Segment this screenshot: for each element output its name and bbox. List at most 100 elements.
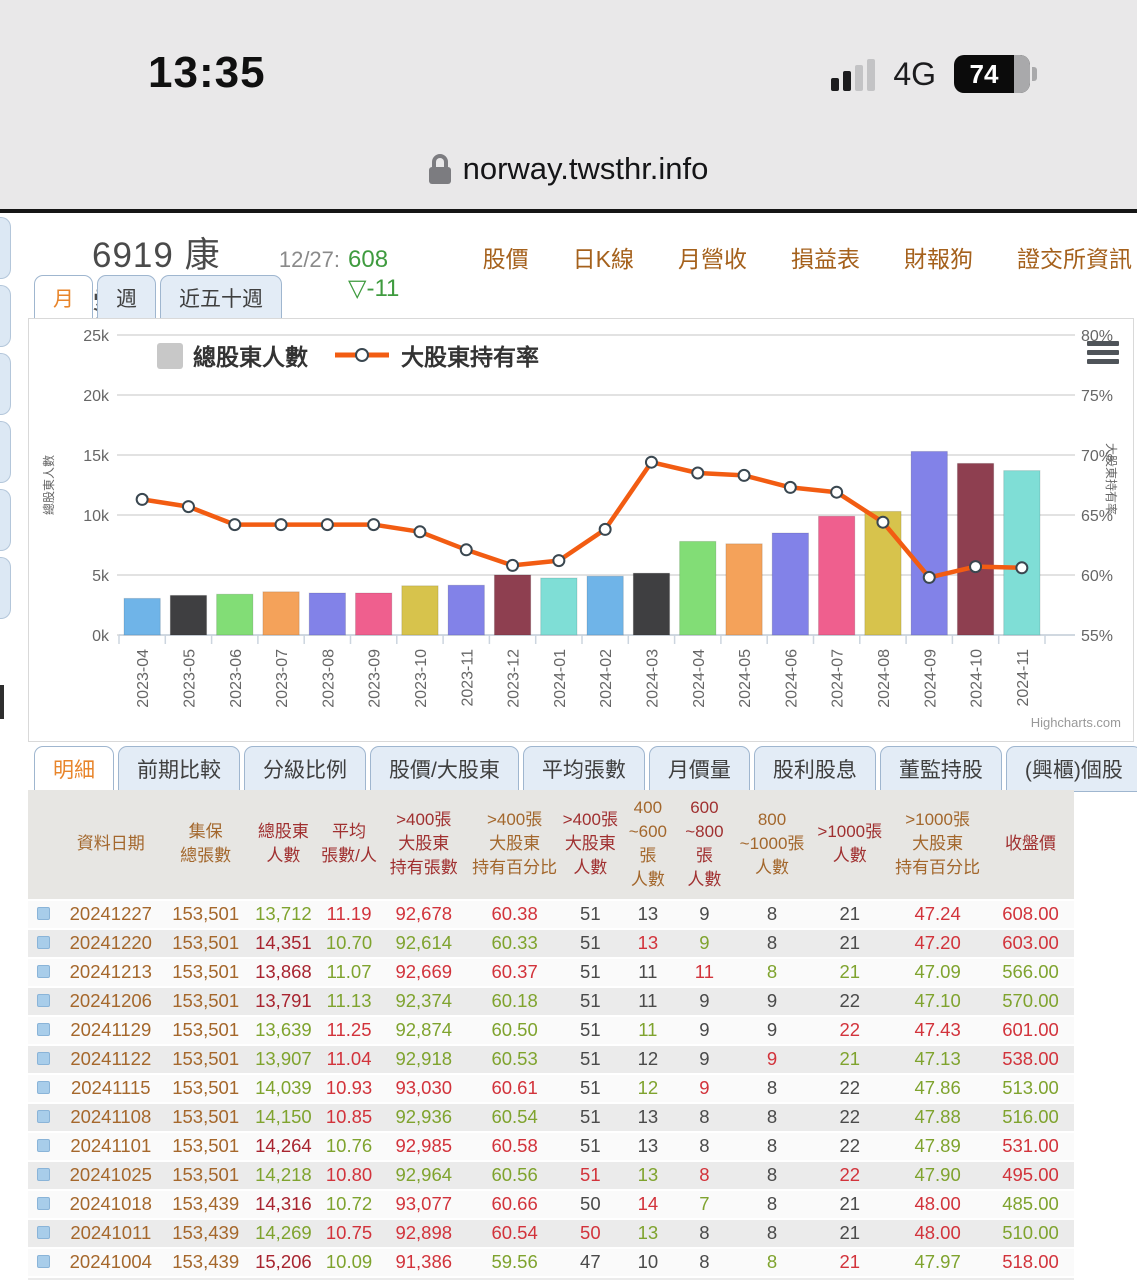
side-menu-tab[interactable] (0, 353, 11, 415)
row-select-square[interactable] (36, 1168, 50, 1181)
side-menu-tab[interactable] (0, 421, 11, 483)
table-cell: 21 (811, 928, 889, 959)
column-header: 收盤價 (987, 790, 1074, 901)
row-select-square[interactable] (36, 1081, 50, 1094)
nav-link-損益表[interactable]: 損益表 (791, 246, 860, 272)
web-page: 6919 康霈 12/27: 608 ▽-11 股價日K線月營收損益表財報狗證交… (0, 213, 1137, 1280)
svg-text:2023-12: 2023-12 (506, 649, 523, 708)
side-menu-tab[interactable] (0, 489, 11, 551)
row-select-square[interactable] (36, 965, 50, 978)
table-cell: 10 (619, 1247, 677, 1278)
table-cell: 21 (811, 899, 889, 930)
svg-text:2023-08: 2023-08 (320, 649, 337, 708)
table-cell: 92,669 (379, 957, 469, 988)
table-cell: 47.89 (888, 1131, 988, 1162)
table-tab-明細[interactable]: 明細 (34, 746, 114, 792)
table-cell: 47.24 (888, 899, 988, 930)
table-cell: 9 (676, 1015, 733, 1046)
table-cell: 538.00 (987, 1044, 1074, 1075)
nav-link-財報狗[interactable]: 財報狗 (904, 246, 973, 272)
table-cell: 51 (561, 1073, 620, 1104)
row-select-square[interactable] (36, 936, 50, 949)
address-bar[interactable]: norway.twsthr.info (0, 130, 1137, 208)
browser-chrome: 13:35 4G 74 norway.twsthr.info (0, 0, 1137, 209)
row-select-square[interactable] (36, 1052, 50, 1065)
table-cell: 510.00 (987, 1218, 1074, 1249)
table-cell: 12.32 (318, 1276, 380, 1280)
left-edge-mark (0, 685, 4, 719)
svg-text:2024-01: 2024-01 (552, 649, 569, 708)
table-cell: 153,439 (163, 1218, 249, 1249)
nav-link-證交所資訊[interactable]: 證交所資訊 (1017, 246, 1132, 272)
row-select-square[interactable] (36, 1255, 50, 1268)
row-select-square[interactable] (36, 1197, 50, 1210)
table-cell: 9 (676, 899, 733, 930)
side-menu-tab[interactable] (0, 557, 11, 619)
row-select-square[interactable] (36, 994, 50, 1007)
table-cell: 11 (619, 957, 677, 988)
table-row: 20241129 153,501 13,639 11.25 92,874 60.50 51 1… (28, 1015, 1074, 1046)
table-cell (987, 1276, 1074, 1280)
nav-link-日K線[interactable]: 日K線 (572, 246, 634, 272)
svg-text:Highcharts.com: Highcharts.com (1031, 715, 1121, 730)
row-marker-cell (28, 1160, 59, 1191)
table-cell: 8 (732, 957, 812, 988)
row-select-square[interactable] (36, 1023, 50, 1036)
table-tab-前期比較[interactable]: 前期比較 (118, 746, 240, 792)
table-tab-平均張數[interactable]: 平均張數 (522, 746, 645, 792)
table-cell: 12 (619, 1044, 677, 1075)
table-tab-股利股息[interactable]: 股利股息 (753, 746, 876, 792)
side-menu-tab[interactable] (0, 285, 11, 347)
table-cell: 60.58 (468, 1131, 562, 1162)
row-marker-cell (28, 1247, 59, 1278)
table-cell: 11.13 (318, 986, 380, 1017)
table-tab-董監持股[interactable]: 董監持股 (879, 746, 1002, 792)
svg-text:總股東人數: 總股東人數 (41, 455, 56, 515)
table-cell: 15,206 (248, 1247, 319, 1278)
svg-text:10k: 10k (83, 508, 110, 525)
period-tab-月[interactable]: 月 (34, 275, 93, 321)
svg-text:2024-05: 2024-05 (737, 649, 754, 708)
period-tab-週[interactable]: 週 (97, 275, 156, 321)
period-tab-近五十週[interactable]: 近五十週 (160, 275, 282, 321)
table-cell: 10.93 (318, 1073, 380, 1104)
svg-text:2024-07: 2024-07 (830, 649, 847, 708)
table-tab-股價/大股東[interactable]: 股價/大股東 (370, 746, 519, 792)
row-select-square[interactable] (36, 1139, 50, 1152)
table-cell: 48.00 (888, 1189, 988, 1220)
table-cell: 51 (561, 899, 620, 930)
table-cell: 47.86 (888, 1073, 988, 1104)
side-menu-tab[interactable] (0, 217, 11, 279)
row-marker-cell (28, 1218, 59, 1249)
table-cell: 9 (732, 1015, 812, 1046)
nav-link-月營收[interactable]: 月營收 (678, 246, 747, 272)
nav-link-股價[interactable]: 股價 (482, 246, 529, 272)
table-cell: 14,269 (248, 1218, 319, 1249)
table-cell: 60.38 (468, 899, 562, 930)
row-select-square[interactable] (36, 1226, 50, 1239)
chart-menu-icon[interactable] (1087, 341, 1119, 368)
table-cell: 22 (811, 1102, 889, 1133)
table-cell: 92,898 (379, 1218, 469, 1249)
table-cell: 20241115 (58, 1073, 164, 1104)
column-header: >1000張 大股東 持有百分比 (888, 790, 988, 901)
table-tab-分級比例[interactable]: 分級比例 (244, 746, 366, 792)
row-select-square[interactable] (36, 907, 50, 920)
table-cell: 50 (561, 1218, 620, 1249)
table-cell: 485.00 (987, 1189, 1074, 1220)
table-cell: 495.00 (987, 1160, 1074, 1191)
table-cell: 51 (561, 1131, 620, 1162)
table-cell: 8 (676, 1276, 733, 1280)
table-cell: 153,501 (163, 957, 249, 988)
table-cell: 13 (619, 1218, 677, 1249)
table-cell: 13,712 (248, 899, 319, 930)
table-cell: 21 (811, 957, 889, 988)
table-cell: 60.53 (468, 1044, 562, 1075)
table-cell: 8 (732, 1131, 812, 1162)
table-tab-月價量[interactable]: 月價量 (648, 746, 750, 792)
row-select-square[interactable] (36, 1110, 50, 1123)
table-tab-(興櫃)個股[interactable]: (興櫃)個股 (1005, 746, 1137, 792)
status-icons: 4G 74 (831, 55, 1037, 93)
table-cell: 8 (732, 899, 812, 930)
table-cell: 13 (619, 899, 677, 930)
